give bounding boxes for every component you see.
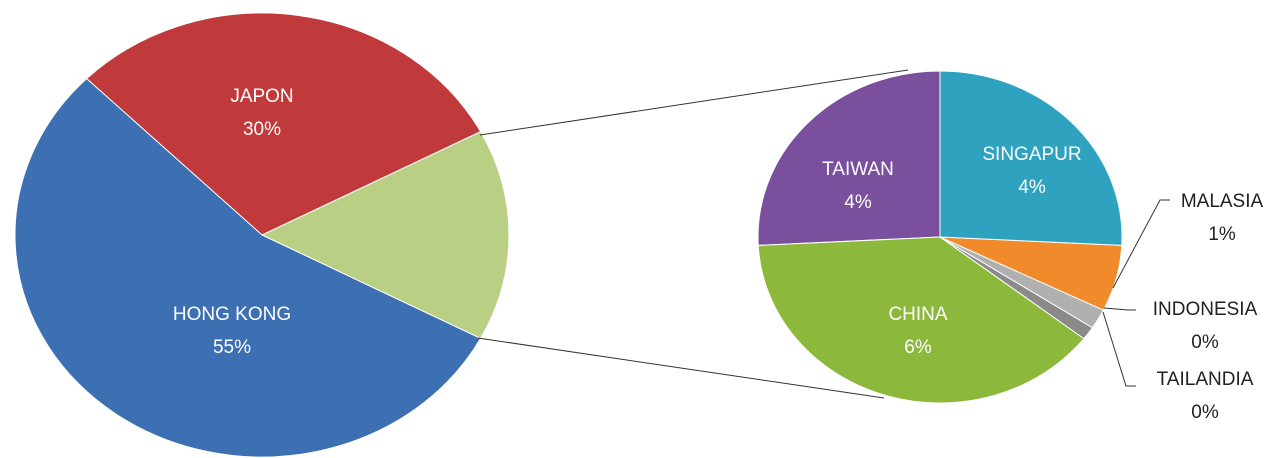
connector-line — [479, 69, 909, 136]
slice-value-label: 1% — [1208, 224, 1236, 245]
pie-slice — [757, 236, 1085, 404]
slice-label: TAIWAN — [822, 159, 894, 180]
slice-value-label: 4% — [1018, 177, 1046, 198]
slice-value-label: 55% — [213, 337, 251, 358]
pie-slice — [85, 12, 482, 236]
slice-label: HONG KONG — [173, 304, 291, 325]
leader-line — [1112, 199, 1170, 289]
pie-slice — [939, 70, 1123, 246]
slice-value-label: 6% — [904, 337, 932, 358]
slice-label: INDONESIA — [1153, 299, 1258, 320]
pie-slice — [757, 70, 941, 246]
slice-value-label: 30% — [243, 119, 281, 140]
pie-slice — [14, 77, 482, 458]
slice-label: MALASIA — [1181, 191, 1264, 212]
pie-slice — [260, 130, 510, 340]
leader-line — [1102, 311, 1136, 387]
slice-value-label: 0% — [1191, 332, 1219, 353]
slice-value-label: 4% — [844, 192, 872, 213]
slice-label: CHINA — [888, 304, 947, 325]
slice-label: TAILANDIA — [1157, 369, 1254, 390]
slice-value-label: 0% — [1191, 402, 1219, 423]
slice-label: JAPON — [230, 86, 293, 107]
connector-line — [477, 337, 885, 399]
leader-line — [1103, 307, 1136, 311]
slice-label: SINGAPUR — [982, 144, 1081, 165]
